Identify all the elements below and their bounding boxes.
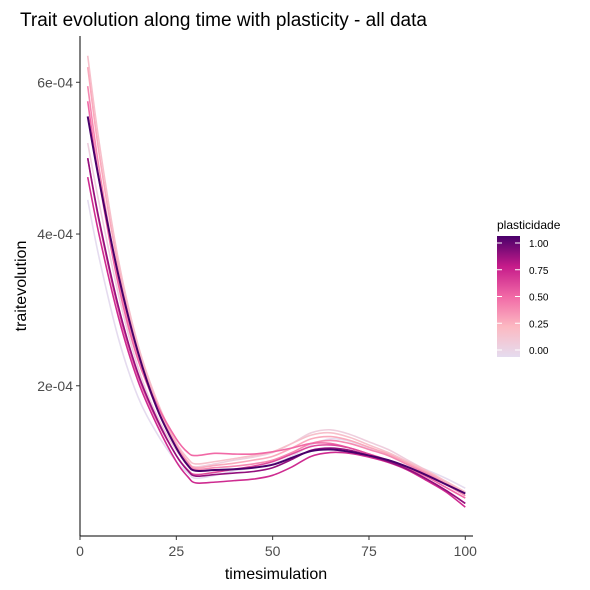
series-line-4 [86, 85, 466, 497]
x-axis-title: timesimulation [225, 566, 327, 583]
legend-ticks: 0.00 0.25 0.50 0.75 1.00 [497, 239, 549, 357]
y-axis-ticks: 2e-04 4e-04 6e-04 [37, 74, 80, 394]
series-line-8 [86, 158, 466, 505]
series-line-7 [86, 176, 466, 508]
series-layer [86, 55, 466, 508]
chart-title: Trait evolution along time with plastici… [20, 10, 427, 31]
series-line-0 [86, 199, 466, 489]
legend: plasticidade 0.00 0.25 0.50 0.75 1.00 [497, 218, 561, 357]
legend-colorbar [497, 236, 520, 357]
legend-label: 0.00 [529, 346, 549, 357]
legend-label: 0.50 [529, 293, 549, 304]
y-tick-label: 2e-04 [37, 378, 73, 394]
x-tick-label: 25 [169, 543, 185, 559]
series-line-2 [86, 55, 466, 493]
legend-title: plasticidade [497, 218, 561, 232]
series-line-3 [86, 67, 466, 495]
x-tick-label: 100 [454, 543, 478, 559]
x-axis-ticks: 0 25 50 75 100 [76, 536, 477, 559]
x-tick-label: 0 [76, 543, 84, 559]
series-line-5 [86, 101, 466, 499]
plot-area: 0 25 50 75 100 2e-04 4e-04 6e-04 [37, 36, 477, 559]
x-tick-label: 75 [361, 543, 377, 559]
legend-label: 1.00 [529, 239, 549, 250]
series-line-1 [86, 142, 466, 495]
legend-label: 0.75 [529, 266, 549, 277]
legend-label: 0.25 [529, 319, 549, 330]
y-axis-title: traitevolution [13, 241, 30, 332]
y-tick-label: 4e-04 [37, 226, 73, 242]
y-tick-label: 6e-04 [37, 74, 73, 90]
x-tick-label: 50 [265, 543, 281, 559]
series-line-9 [86, 116, 466, 495]
